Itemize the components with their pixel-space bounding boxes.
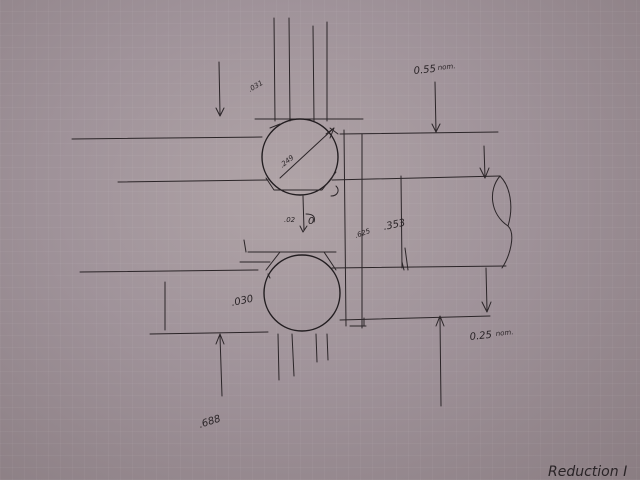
bottom-nominal-arrow	[439, 317, 442, 407]
bottom-circle	[263, 254, 341, 332]
center-mark-label: 0	[308, 216, 314, 227]
right-dimension-lines	[343, 129, 409, 329]
bottom-gap-label: .030	[230, 294, 254, 309]
top-circle	[261, 118, 339, 196]
overall-height-arrow	[219, 335, 223, 397]
shaft-break-symbol	[479, 145, 513, 269]
height-left-label: .625	[354, 227, 372, 240]
horizontal-lines-bottom	[149, 315, 491, 335]
top-gap-arrow	[218, 61, 221, 115]
bottom-vertical-shaft-lines	[277, 333, 329, 381]
top-vertical-shaft-lines	[273, 17, 328, 122]
circle-diameter-label: .249	[278, 153, 296, 169]
top-nominal-dimension	[215, 61, 441, 133]
top-gap-label: .031	[247, 79, 265, 94]
top-nominal-label: 0.55	[413, 64, 436, 77]
top-nominal-arrow	[434, 81, 437, 133]
bottom-circle-group	[263, 251, 341, 332]
horizontal-lines-top	[71, 118, 501, 183]
height-right-label: .353	[382, 218, 406, 233]
bottom-nominal-unit: nom.	[495, 328, 514, 338]
overall-height-label: .688	[198, 414, 223, 431]
diameter-line	[279, 127, 335, 179]
center-small-label: .02	[284, 216, 296, 224]
bottom-hex-edge	[265, 251, 337, 271]
diameter-arrowhead	[325, 127, 335, 139]
bottom-dimension-arrows	[215, 267, 492, 407]
center-marks	[299, 195, 315, 233]
corner-caption: Reduction I	[548, 464, 627, 480]
top-circle-group	[261, 118, 339, 197]
dimension-labels: 0.55 nom. 0.25 nom. .688 .249 .031 .030 …	[198, 62, 628, 480]
top-nominal-unit: nom.	[437, 62, 456, 72]
horizontal-lines-middle	[79, 239, 507, 331]
bottom-nominal-label: 0.25	[469, 330, 492, 343]
top-hex-edge	[265, 171, 337, 191]
